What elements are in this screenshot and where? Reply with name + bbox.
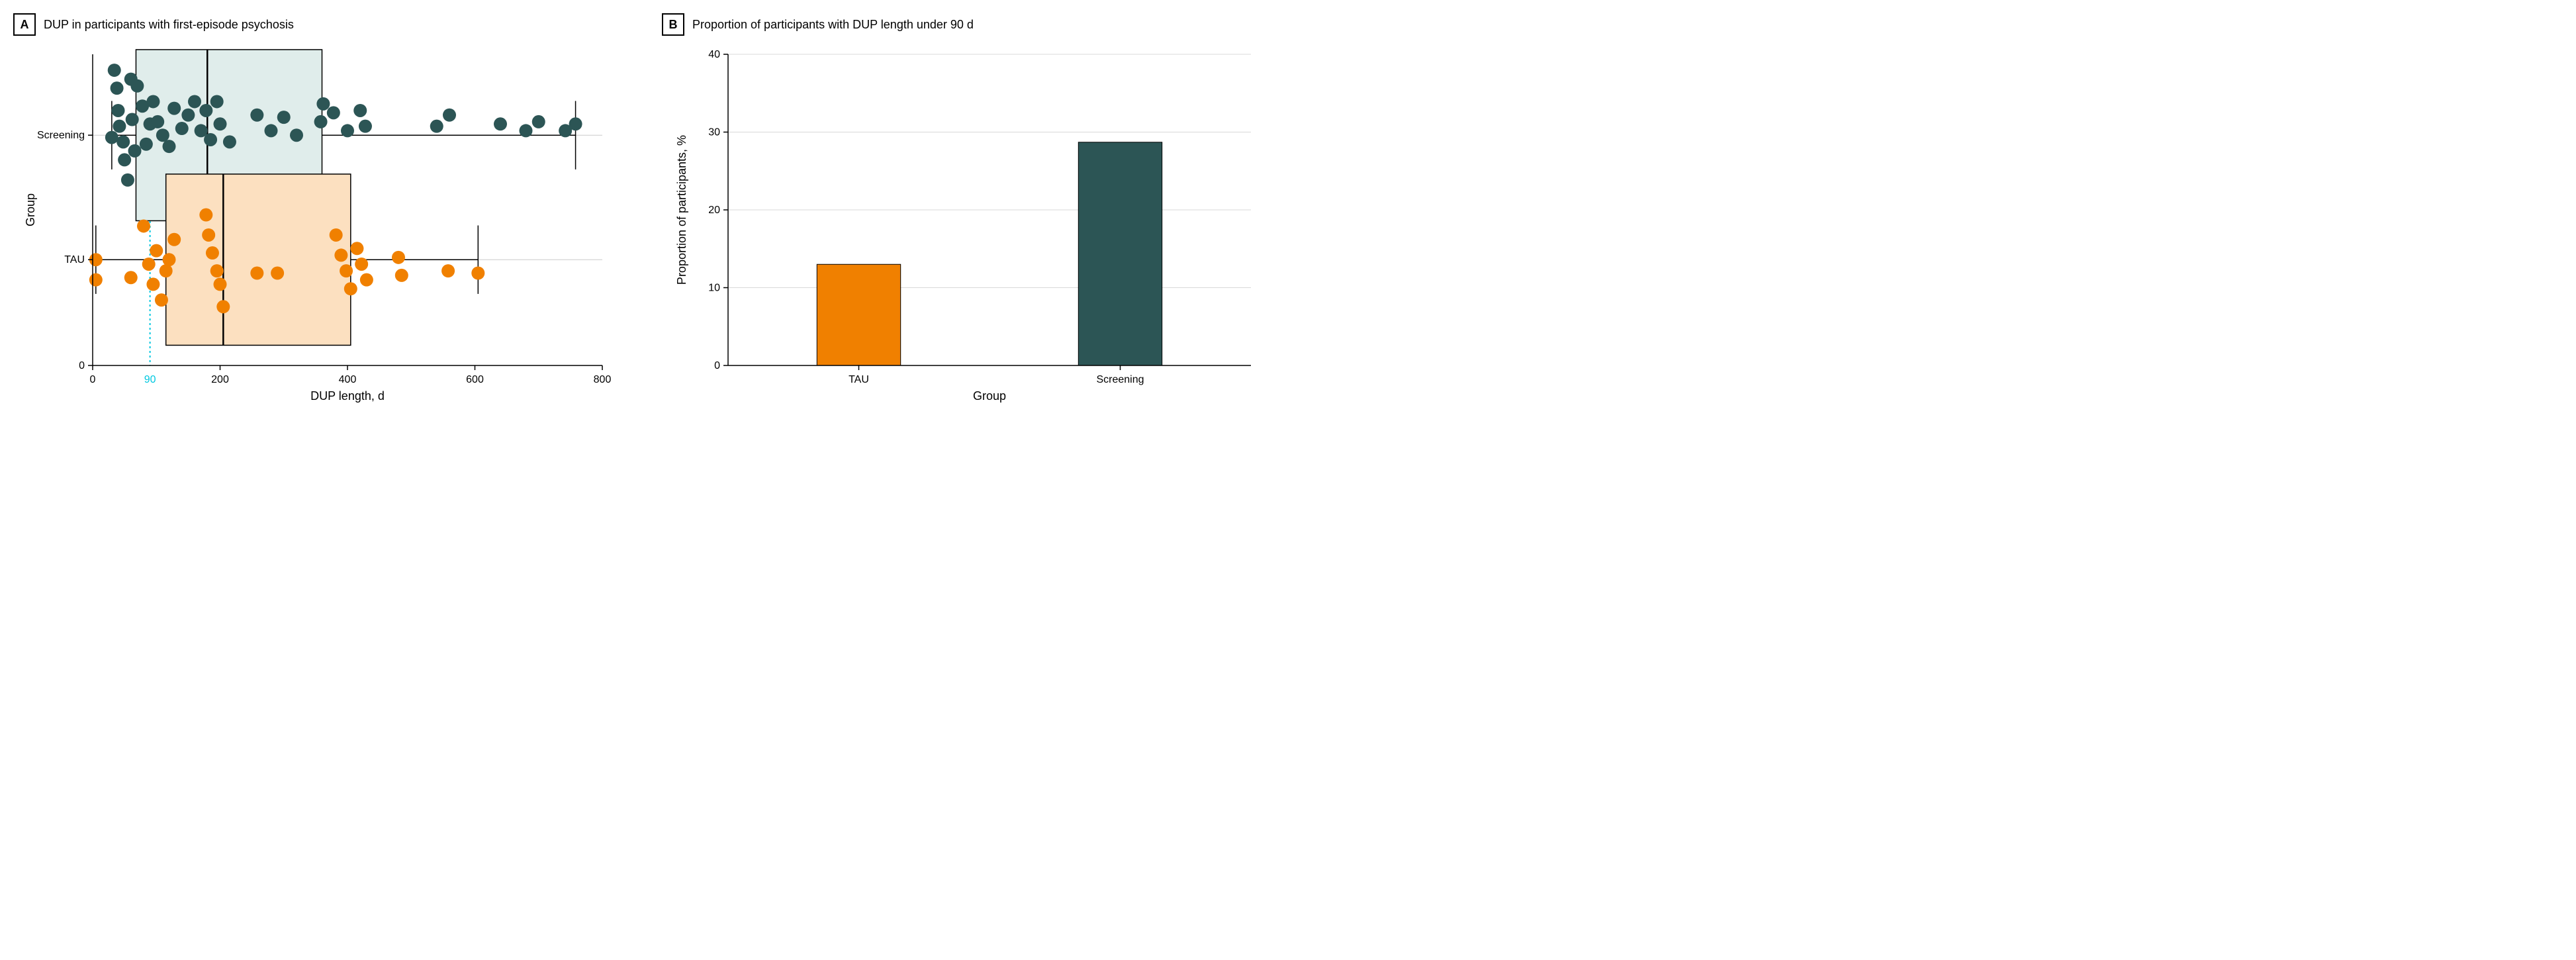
panel-b-title: Proportion of participants with DUP leng… [692,18,974,32]
svg-text:0: 0 [90,374,96,385]
svg-text:30: 30 [708,127,720,138]
svg-text:Screening: Screening [37,130,85,141]
panel-b-chart: TAU Screening 0 10 20 30 40 Group Proportion of … [662,41,1271,412]
panel-b-letter: B [662,13,684,36]
panel-a-header: A DUP in participants with first-episode… [13,13,622,36]
svg-text:Group: Group [24,193,37,226]
panel-a: A DUP in participants with first-episode… [13,13,622,412]
svg-text:DUP length, d: DUP length, d [310,389,385,403]
panel-b: B Proportion of participants with DUP le… [662,13,1271,412]
svg-text:Group: Group [973,389,1006,403]
figure-container: A DUP in participants with first-episode… [13,13,1271,412]
panel-a-title: DUP in participants with first-episode p… [44,18,294,32]
svg-text:800: 800 [594,374,612,385]
svg-text:TAU: TAU [64,254,85,265]
svg-text:TAU: TAU [849,374,869,385]
svg-text:200: 200 [211,374,229,385]
svg-text:Proportion of participants, %: Proportion of participants, % [675,135,688,285]
panel-b-svg: TAU Screening 0 10 20 30 40 Group Proportion of … [662,41,1271,412]
svg-text:20: 20 [708,205,720,216]
svg-text:400: 400 [339,374,357,385]
svg-text:10: 10 [708,283,720,294]
panel-a-chart: 0 200 400 600 800 90 Screening TAU 0 DUP length, … [13,41,622,412]
svg-text:600: 600 [466,374,484,385]
svg-text:Screening: Screening [1096,374,1144,385]
svg-text:40: 40 [708,49,720,60]
panel-a-svg: 0 200 400 600 800 90 Screening TAU 0 DUP length, … [13,41,622,412]
svg-text:0: 0 [79,360,85,371]
svg-text:90: 90 [144,374,156,385]
panel-b-header: B Proportion of participants with DUP le… [662,13,1271,36]
svg-text:0: 0 [714,360,720,371]
panel-a-letter: A [13,13,36,36]
